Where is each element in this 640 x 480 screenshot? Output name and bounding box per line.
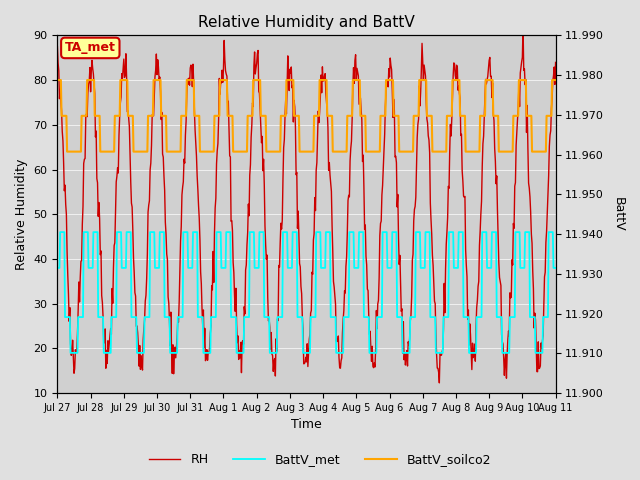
- BattV_met: [164, 314, 172, 320]
- BattV_soilco2: [552, 77, 559, 83]
- Y-axis label: BattV: BattV: [612, 197, 625, 231]
- RH: [347, 145, 355, 151]
- Line: BattV_met: BattV_met: [58, 232, 556, 353]
- BattV_met: [67, 350, 74, 356]
- BattV_met: [56, 229, 64, 235]
- BattV_met: [348, 229, 356, 235]
- Line: BattV_soilco2: BattV_soilco2: [58, 80, 556, 152]
- BattV_met: [54, 265, 61, 271]
- RH: [507, 295, 515, 301]
- BattV_soilco2: [507, 149, 515, 155]
- Text: TA_met: TA_met: [65, 41, 116, 54]
- BattV_soilco2: [185, 77, 193, 83]
- BattV_soilco2: [299, 149, 307, 155]
- BattV_met: [508, 314, 515, 320]
- RH: [184, 81, 192, 87]
- Y-axis label: Relative Humidity: Relative Humidity: [15, 158, 28, 270]
- RH: [519, 24, 527, 29]
- Legend: RH, BattV_met, BattV_soilco2: RH, BattV_met, BattV_soilco2: [144, 448, 496, 471]
- BattV_soilco2: [164, 149, 172, 155]
- Title: Relative Humidity and BattV: Relative Humidity and BattV: [198, 15, 415, 30]
- BattV_soilco2: [63, 149, 71, 155]
- BattV_met: [397, 314, 405, 320]
- BattV_met: [186, 265, 193, 271]
- RH: [435, 380, 443, 386]
- BattV_soilco2: [348, 113, 355, 119]
- RH: [298, 314, 306, 320]
- RH: [163, 251, 171, 257]
- BattV_met: [300, 350, 308, 356]
- RH: [54, 44, 61, 49]
- X-axis label: Time: Time: [291, 419, 322, 432]
- BattV_met: [552, 265, 559, 271]
- RH: [552, 60, 559, 65]
- BattV_soilco2: [397, 149, 404, 155]
- RH: [396, 252, 404, 258]
- Line: RH: RH: [58, 26, 556, 383]
- BattV_soilco2: [54, 77, 61, 83]
